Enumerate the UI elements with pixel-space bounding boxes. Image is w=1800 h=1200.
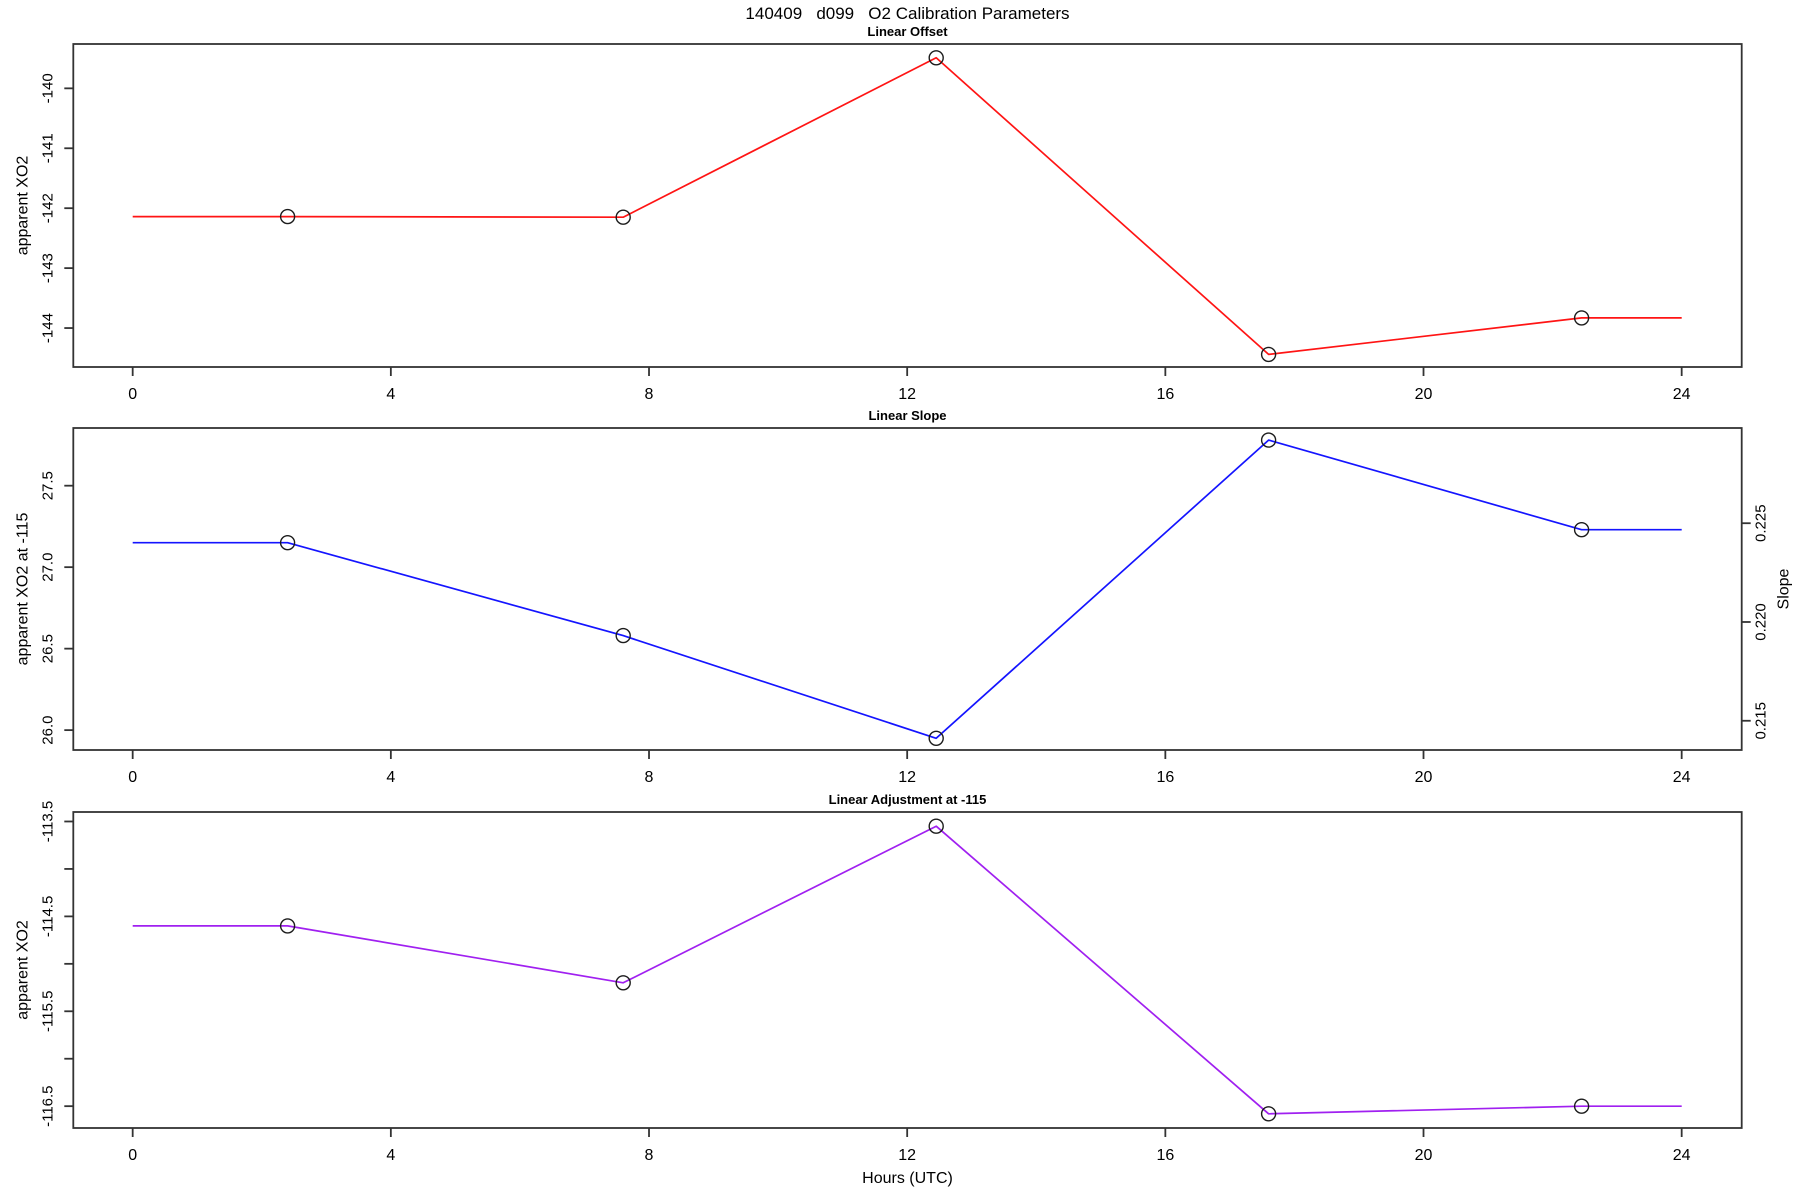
x-tick-label: 12 xyxy=(898,386,916,403)
y-tick-label: 27.0 xyxy=(39,553,56,582)
x-tick-label: 24 xyxy=(1673,769,1691,786)
y-tick-label: -114.5 xyxy=(39,896,56,937)
data-point-marker xyxy=(615,975,631,991)
data-point-marker xyxy=(279,535,296,551)
y-tick-label: 26.5 xyxy=(39,634,56,663)
y-tick-label: 27.5 xyxy=(39,471,56,500)
y-tick-label: -116.5 xyxy=(39,1085,56,1126)
x-tick-label: 20 xyxy=(1415,1147,1433,1164)
y-axis-title: apparent XO2 xyxy=(14,156,31,256)
x-tick-label: 4 xyxy=(386,386,395,403)
y-tick-label: -115.5 xyxy=(39,991,56,1032)
x-tick-label: 12 xyxy=(898,769,916,786)
x-tick-label: 0 xyxy=(128,1147,137,1164)
x-tick-label: 8 xyxy=(645,1147,654,1164)
x-tick-label: 16 xyxy=(1156,386,1174,403)
data-point-marker xyxy=(928,730,944,746)
panel-title: Linear Slope xyxy=(868,408,946,423)
y-tick-label: -113.5 xyxy=(39,801,56,842)
y-tick-label: -140 xyxy=(39,73,56,103)
panel-title: Linear Adjustment at -115 xyxy=(829,792,987,807)
data-line xyxy=(132,439,1682,740)
x-tick-label: 0 xyxy=(128,769,137,786)
panel-border xyxy=(72,43,1743,368)
data-point-marker xyxy=(279,918,296,934)
x-tick-label: 24 xyxy=(1673,386,1691,403)
data-point-marker xyxy=(615,627,631,644)
panel-title: Linear Offset xyxy=(867,24,948,39)
x-tick-label: 8 xyxy=(645,769,654,786)
data-point-marker xyxy=(1260,432,1277,448)
right-y-tick-label: 0.215 xyxy=(1753,702,1770,740)
page-title: 140409 d099 O2 Calibration Parameters xyxy=(745,4,1070,23)
y-tick-label: -144 xyxy=(39,313,56,343)
data-point-marker xyxy=(1573,310,1590,326)
data-point-marker xyxy=(615,209,631,225)
y-tick-label: -142 xyxy=(39,193,56,223)
data-point-marker xyxy=(928,50,944,66)
x-tick-label: 8 xyxy=(645,386,654,403)
data-point-marker xyxy=(279,208,296,225)
data-point-marker xyxy=(1260,346,1277,363)
x-axis-label: Hours (UTC) xyxy=(862,1170,953,1187)
y-axis-title: apparent XO2 xyxy=(14,920,31,1020)
data-point-marker xyxy=(1260,1106,1277,1122)
x-tick-label: 4 xyxy=(386,1147,395,1164)
data-line xyxy=(132,825,1682,1115)
data-point-marker xyxy=(928,818,944,834)
panel-border xyxy=(72,811,1743,1129)
x-tick-label: 0 xyxy=(128,386,137,403)
x-tick-label: 24 xyxy=(1673,1147,1691,1164)
data-line xyxy=(132,56,1682,356)
x-tick-label: 20 xyxy=(1415,386,1433,403)
y-tick-label: -143 xyxy=(39,253,56,283)
data-point-marker xyxy=(1573,1098,1590,1114)
y-tick-label: -141 xyxy=(39,133,56,163)
panel-border xyxy=(72,427,1743,751)
right-y-tick-label: 0.225 xyxy=(1753,504,1770,542)
x-tick-label: 4 xyxy=(386,769,395,786)
right-y-tick-label: 0.220 xyxy=(1753,603,1770,641)
data-point-marker xyxy=(1573,522,1590,538)
x-tick-label: 16 xyxy=(1156,1147,1174,1164)
y-axis-title: apparent XO2 at -115 xyxy=(14,513,31,666)
right-y-axis-title: Slope xyxy=(1776,568,1793,609)
x-tick-label: 20 xyxy=(1415,769,1433,786)
y-tick-label: 26.0 xyxy=(39,716,56,745)
x-tick-label: 16 xyxy=(1156,769,1174,786)
x-tick-label: 12 xyxy=(898,1147,916,1164)
